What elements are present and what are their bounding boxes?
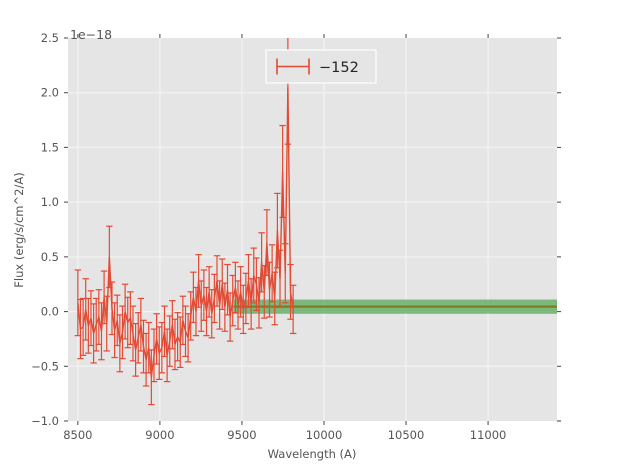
x-tick-label: 8500: [63, 428, 92, 442]
series-line: [77, 87, 294, 378]
x-tick-labels: 8500 9000 9500 10000 10500 11000: [63, 428, 506, 442]
y-tick-label: 2.0: [41, 86, 59, 100]
axis-ticks: [64, 34, 561, 425]
x-axis-title: Wavelength (A): [268, 447, 357, 461]
x-tick-label: 11000: [470, 428, 507, 442]
y-tick-labels: 2.5 2.0 1.5 1.0 0.5 0.0 −0.5 −1.0: [31, 31, 59, 428]
x-tick-label: 10500: [388, 428, 425, 442]
y-axis-title: Flux (erg/s/cm^2/A): [12, 172, 26, 287]
y-tick-label: 0.0: [41, 305, 59, 319]
x-tick-label: 9500: [227, 428, 256, 442]
legend-errorbar-icon: [276, 58, 310, 75]
y-tick-label: 1.0: [41, 195, 59, 209]
legend[interactable]: −152: [265, 49, 377, 84]
y-gridlines: [68, 92, 557, 367]
y-tick-label: −0.5: [31, 359, 59, 373]
y-tick-label: 2.5: [41, 31, 59, 45]
y-tick-label: −1.0: [31, 414, 59, 428]
y-axis-offset-text: 1e−18: [70, 27, 112, 42]
x-tick-label: 10000: [306, 428, 343, 442]
y-tick-label: 0.5: [41, 250, 59, 264]
x-tick-label: 9000: [145, 428, 174, 442]
x-gridlines: [77, 38, 489, 421]
model-confidence-band: [233, 299, 557, 314]
legend-entry-label: −152: [319, 60, 359, 76]
y-tick-label: 1.5: [41, 140, 59, 154]
